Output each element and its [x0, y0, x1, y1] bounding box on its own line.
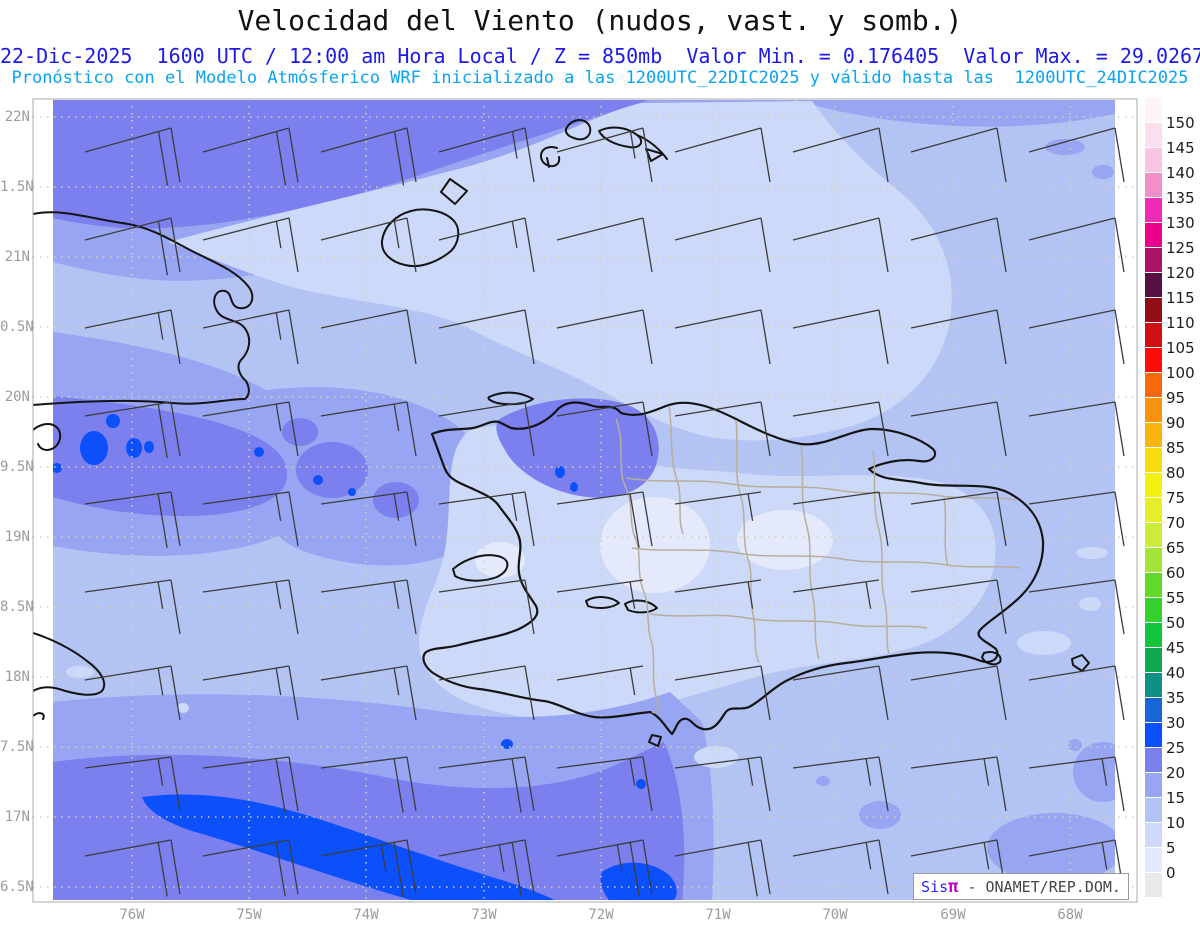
lon-tick-label: 68W — [1057, 907, 1083, 923]
colorbar-tick-label: 100 — [1166, 364, 1195, 382]
lon-tick-label: 74W — [353, 907, 379, 923]
colorbar-tick-label: 10 — [1166, 814, 1186, 832]
wind-barbs — [84, 127, 1125, 897]
colorbar-tick-label: 140 — [1166, 164, 1195, 182]
colorbar-tick-label: 75 — [1166, 489, 1186, 507]
colorbar-swatch — [1145, 748, 1162, 773]
colorbar-swatch — [1145, 273, 1162, 298]
colorbar-swatch — [1145, 498, 1162, 523]
colorbar-tick-label: 115 — [1166, 289, 1195, 307]
lon-tick-label: 75W — [236, 907, 262, 923]
colorbar-swatch — [1145, 173, 1162, 198]
colorbar-swatch — [1145, 648, 1162, 673]
colorbar-swatch — [1145, 548, 1162, 573]
lon-tick-label: 69W — [940, 907, 966, 923]
colorbar-tick-label: 15 — [1166, 789, 1186, 807]
colorbar-swatch — [1145, 448, 1162, 473]
colorbar-swatch — [1145, 773, 1162, 798]
sispi-logo-text: Sis — [921, 877, 949, 896]
colorbar-swatch — [1145, 148, 1162, 173]
colorbar-tick-label: 145 — [1166, 139, 1195, 157]
colorbar-tick-label: 125 — [1166, 239, 1195, 257]
colorbar-tick-label: 105 — [1166, 339, 1195, 357]
colorbar-swatch — [1145, 473, 1162, 498]
colorbar-swatch — [1145, 398, 1162, 423]
colorbar-tick-label: 25 — [1166, 739, 1186, 757]
colorbar-swatch — [1145, 823, 1162, 848]
colorbar-tick-label: 90 — [1166, 414, 1186, 432]
coastlines — [33, 119, 1090, 747]
lat-tick-label: 18N — [4, 669, 30, 685]
colorbar-tick-label: 55 — [1166, 589, 1186, 607]
colorbar-tick-label: 60 — [1166, 564, 1186, 582]
lat-tick-label: 0.5N — [0, 319, 34, 335]
colorbar-tick-label: 120 — [1166, 264, 1195, 282]
valid-time-line: 22-Dic-2025 1600 UTC / 12:00 am Hora Loc… — [0, 44, 1200, 68]
credit-text: - ONAMET/REP.DOM. — [958, 877, 1121, 896]
colorbar-swatch — [1145, 798, 1162, 823]
colorbar-swatch — [1145, 573, 1162, 598]
lat-tick-label: 9.5N — [0, 459, 34, 475]
lat-tick-label: 8.5N — [0, 599, 34, 615]
lat-tick-label: 1.5N — [0, 179, 34, 195]
colorbar-swatch — [1145, 348, 1162, 373]
colorbar-swatch — [1145, 873, 1162, 898]
colorbar-swatch — [1145, 848, 1162, 873]
model-info-line: Pronóstico con el Modelo Atmósferico WRF… — [11, 68, 1189, 88]
lat-tick-label: 21N — [4, 249, 30, 265]
colorbar-tick-label: 85 — [1166, 439, 1186, 457]
lat-tick-label: 6.5N — [0, 879, 34, 895]
colorbar-tick-label: 95 — [1166, 389, 1186, 407]
colorbar-swatch — [1145, 323, 1162, 348]
colorbar-tick-label: 80 — [1166, 464, 1186, 482]
colorbar-swatch — [1145, 723, 1162, 748]
credit-badge: Sis π - ONAMET/REP.DOM. — [913, 873, 1129, 900]
colorbar-swatch — [1145, 423, 1162, 448]
colorbar-tick-label: 30 — [1166, 714, 1186, 732]
lon-tick-label: 72W — [588, 907, 614, 923]
colorbar-tick-label: 150 — [1166, 114, 1195, 132]
lat-tick-label: 20N — [4, 389, 30, 405]
colorbar-tick-label: 0 — [1166, 864, 1176, 882]
colorbar-swatch — [1145, 123, 1162, 148]
lon-tick-label: 73W — [471, 907, 497, 923]
colorbar-swatch — [1145, 248, 1162, 273]
page-title: Velocidad del Viento (nudos, vast. y som… — [237, 4, 963, 37]
colorbar-tick-label: 35 — [1166, 689, 1186, 707]
lat-tick-label: 17N — [4, 809, 30, 825]
colorbar-swatch — [1145, 98, 1162, 123]
colorbar-tick-label: 45 — [1166, 639, 1186, 657]
lat-tick-label: 7.5N — [0, 739, 34, 755]
colorbar-swatch — [1145, 223, 1162, 248]
colorbar-tick-label: 5 — [1166, 839, 1176, 857]
graticule-grid — [33, 99, 1137, 902]
colorbar-tick-label: 135 — [1166, 189, 1195, 207]
colorbar-swatch — [1145, 198, 1162, 223]
pi-icon: π — [948, 876, 959, 897]
colorbar-tick-label: 70 — [1166, 514, 1186, 532]
colorbar-tick-label: 65 — [1166, 539, 1186, 557]
lat-tick-label: 22N — [4, 109, 30, 125]
lon-tick-label: 70W — [822, 907, 848, 923]
colorbar-tick-label: 20 — [1166, 764, 1186, 782]
colorbar-tick-label: 110 — [1166, 314, 1195, 332]
colorbar-swatch — [1145, 598, 1162, 623]
lon-tick-label: 71W — [705, 907, 731, 923]
colorbar-tick-label: 130 — [1166, 214, 1195, 232]
colorbar-swatch — [1145, 298, 1162, 323]
colorbar-tick-label: 50 — [1166, 614, 1186, 632]
lat-tick-label: 19N — [4, 529, 30, 545]
lon-tick-label: 76W — [119, 907, 145, 923]
colorbar-swatch — [1145, 523, 1162, 548]
colorbar-swatch — [1145, 698, 1162, 723]
colorbar-swatch — [1145, 373, 1162, 398]
colorbar-swatch — [1145, 623, 1162, 648]
colorbar-swatch — [1145, 673, 1162, 698]
colorbar-tick-label: 40 — [1166, 664, 1186, 682]
